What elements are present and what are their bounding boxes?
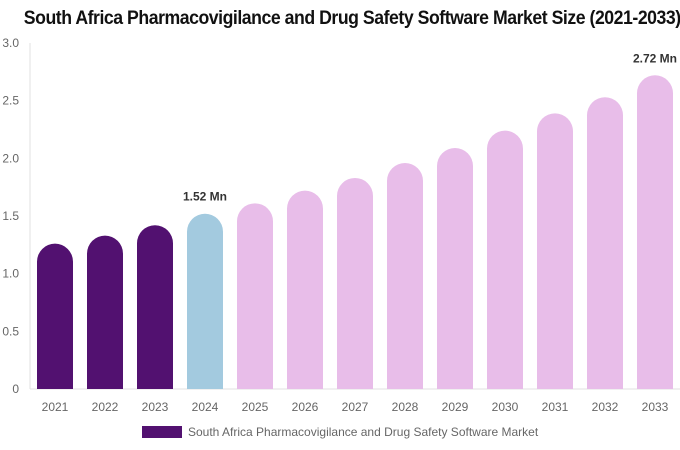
bar-2025 [237, 203, 273, 389]
bar-2022 [87, 235, 123, 389]
y-tick-label: 1.0 [2, 267, 19, 281]
data-label-2033: 2.72 Mn [633, 51, 677, 65]
bar-2026 [287, 190, 323, 389]
x-tick-label: 2029 [442, 400, 469, 414]
x-tick-label: 2031 [542, 400, 569, 414]
x-tick-label: 2033 [642, 400, 669, 414]
y-tick-label: 3.0 [2, 36, 19, 50]
y-tick-label: 0.5 [2, 324, 19, 338]
x-tick-label: 2024 [192, 400, 219, 414]
bar-2030 [487, 130, 523, 389]
legend: South Africa Pharmacovigilance and Drug … [142, 425, 538, 439]
bar-2031 [537, 113, 573, 390]
y-tick-label: 0 [12, 382, 19, 396]
y-tick-label: 1.5 [2, 209, 19, 223]
chart-title: South Africa Pharmacovigilance and Drug … [23, 8, 680, 29]
y-tick-label: 2.5 [2, 94, 19, 108]
x-tick-label: 2023 [142, 400, 169, 414]
legend-label: South Africa Pharmacovigilance and Drug … [188, 425, 539, 439]
x-tick-label: 2028 [392, 400, 419, 414]
x-tick-label: 2032 [592, 400, 619, 414]
x-tick-label: 2021 [42, 400, 69, 414]
x-tick-label: 2025 [242, 400, 269, 414]
legend-swatch [142, 426, 182, 438]
bar-2023 [137, 225, 173, 389]
bar-2028 [387, 162, 423, 389]
x-tick-label: 2022 [92, 400, 119, 414]
x-tick-label: 2026 [292, 400, 319, 414]
bar-2033 [637, 75, 673, 389]
bar-2021 [37, 243, 73, 389]
bar-2029 [437, 147, 473, 389]
bar-2024 [187, 213, 223, 389]
bar-2032 [587, 97, 623, 389]
data-label-2024: 1.52 Mn [183, 190, 227, 204]
bar-2027 [337, 177, 373, 389]
y-tick-label: 2.0 [2, 151, 19, 165]
x-tick-label: 2027 [342, 400, 369, 414]
x-tick-label: 2030 [492, 400, 519, 414]
